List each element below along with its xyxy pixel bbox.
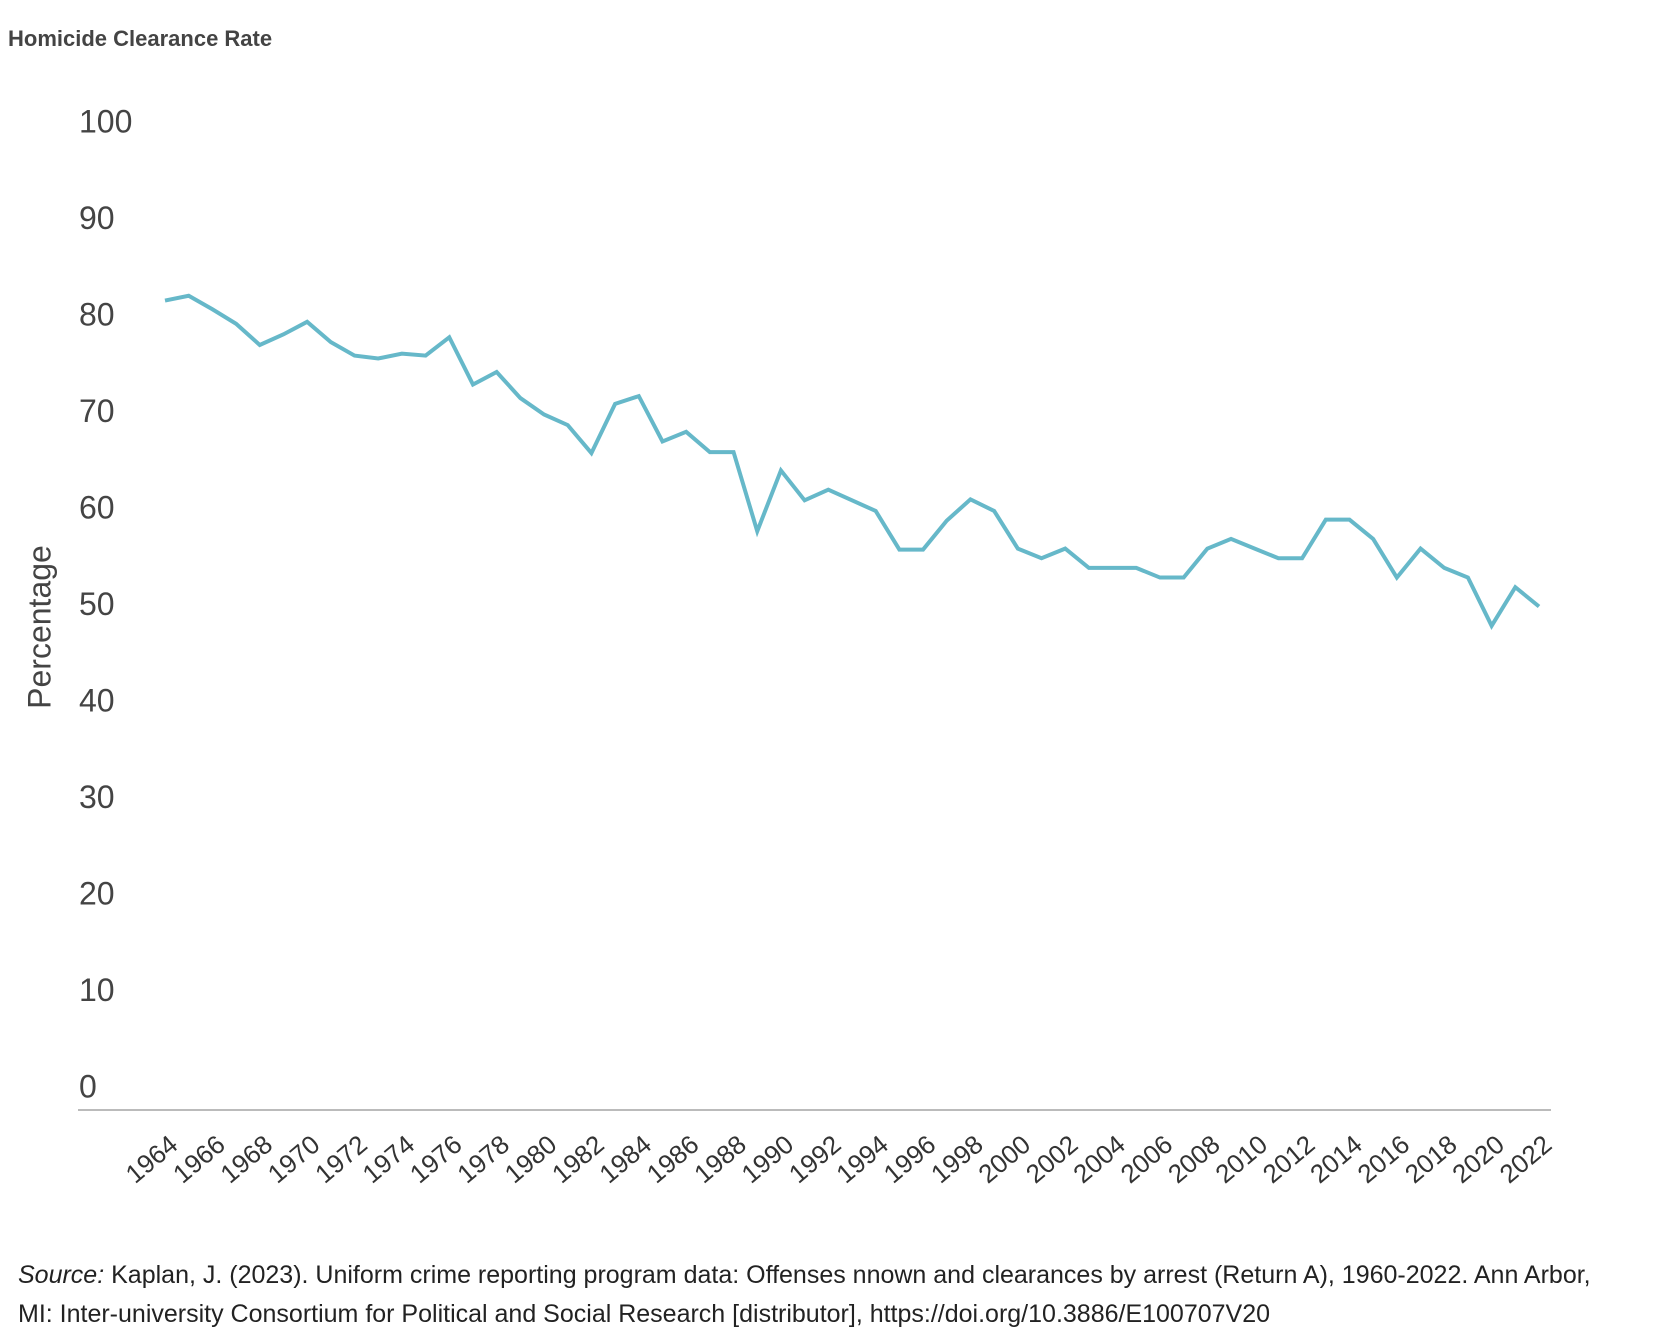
x-tick-label: 2010 bbox=[1209, 1129, 1273, 1189]
y-tick-label: 60 bbox=[79, 489, 115, 525]
x-tick-label: 2020 bbox=[1446, 1129, 1510, 1189]
y-tick-label: 40 bbox=[79, 682, 115, 718]
y-tick-label: 10 bbox=[79, 972, 115, 1008]
x-tick-label: 1984 bbox=[593, 1129, 657, 1189]
x-tick-label: 1974 bbox=[357, 1129, 421, 1189]
x-tick-label: 2018 bbox=[1399, 1129, 1463, 1189]
x-tick-label: 2004 bbox=[1067, 1129, 1131, 1189]
x-tick-label: 1976 bbox=[404, 1129, 468, 1189]
x-tick-label: 1972 bbox=[309, 1129, 373, 1189]
x-tick-label: 1986 bbox=[641, 1129, 705, 1189]
y-tick-label: 20 bbox=[79, 875, 115, 911]
source-label: Source: bbox=[18, 1261, 105, 1289]
source-text: Kaplan, J. (2023). Uniform crime reporti… bbox=[18, 1261, 1591, 1328]
y-tick-label: 0 bbox=[79, 1068, 97, 1104]
x-tick-label: 1980 bbox=[499, 1129, 563, 1189]
chart-title: Homicide Clearance Rate bbox=[8, 26, 272, 51]
y-axis-label: Percentage bbox=[21, 545, 57, 709]
x-tick-label: 1992 bbox=[783, 1129, 847, 1189]
x-tick-label: 2008 bbox=[1162, 1129, 1226, 1189]
x-tick-label: 2014 bbox=[1304, 1129, 1368, 1189]
x-tick-label: 2016 bbox=[1352, 1129, 1416, 1189]
x-tick-label: 1998 bbox=[925, 1129, 989, 1189]
x-tick-label: 1964 bbox=[120, 1129, 184, 1189]
x-tick-label: 1994 bbox=[830, 1129, 894, 1189]
x-tick-label: 1990 bbox=[736, 1129, 800, 1189]
x-tick-label: 2022 bbox=[1494, 1129, 1558, 1189]
x-tick-label: 1982 bbox=[546, 1129, 610, 1189]
x-tick-label: 1966 bbox=[167, 1129, 231, 1189]
x-tick-label: 1996 bbox=[878, 1129, 942, 1189]
y-tick-label: 90 bbox=[79, 200, 115, 236]
x-tick-label: 1968 bbox=[214, 1129, 278, 1189]
y-tick-label: 70 bbox=[79, 393, 115, 429]
x-tick-label: 2006 bbox=[1115, 1129, 1179, 1189]
x-tick-label: 1970 bbox=[262, 1129, 326, 1189]
line bbox=[164, 293, 1541, 630]
x-tick-label: 2000 bbox=[973, 1129, 1037, 1189]
y-tick-label: 80 bbox=[79, 296, 115, 332]
x-tick-label: 2002 bbox=[1020, 1129, 1084, 1189]
x-tick-label: 1988 bbox=[688, 1129, 752, 1189]
x-tick-label: 2012 bbox=[1257, 1129, 1321, 1189]
y-tick-label: 30 bbox=[79, 779, 115, 815]
y-tick-label: 100 bbox=[79, 103, 132, 139]
x-tick-label: 1978 bbox=[451, 1129, 515, 1189]
y-tick-label: 50 bbox=[79, 586, 115, 622]
chart: Homicide Clearance Rate Percentage 0 10 20… bbox=[8, 26, 1558, 1189]
source-note: Source: Kaplan, J. (2023). Uniform crime… bbox=[18, 1256, 1598, 1334]
